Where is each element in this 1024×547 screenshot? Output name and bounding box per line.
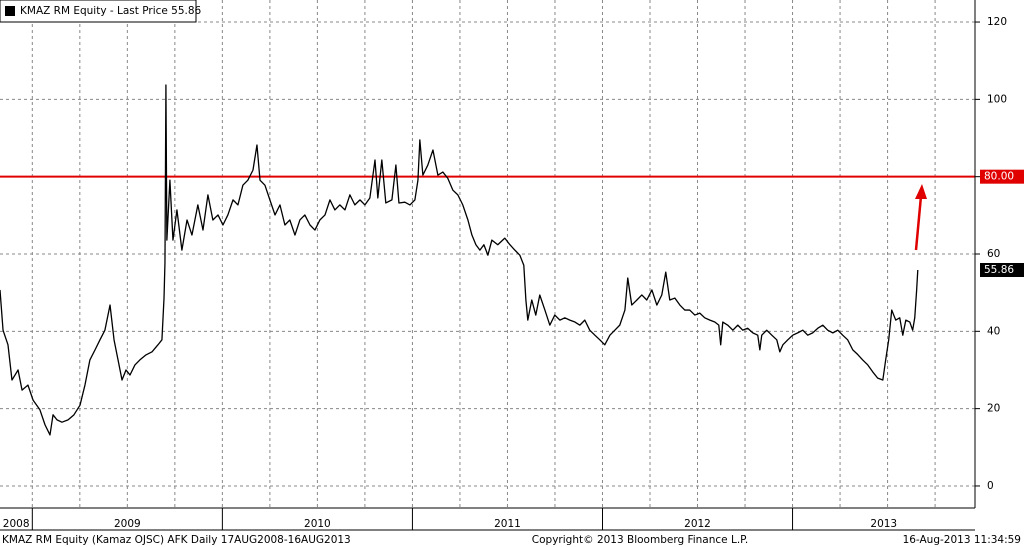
- last-price-label: 55.86: [984, 264, 1014, 276]
- timestamp: 16-Aug-2013 11:34:59: [903, 534, 1021, 546]
- copyright: Copyright© 2013 Bloomberg Finance L.P.: [532, 534, 748, 546]
- legend: KMAZ RM Equity - Last Price 55.86: [0, 0, 202, 23]
- arrow-shaft: [914, 195, 923, 251]
- annotation-arrow: [914, 184, 927, 251]
- last-price-box: [980, 263, 1024, 278]
- plot: [0, 84, 975, 436]
- y-tick-label: 40: [987, 325, 1000, 337]
- x-tick-label: 2011: [494, 518, 521, 530]
- price-line: [0, 84, 919, 436]
- source: KMAZ RM Equity (Kamaz OJSC) AFK Daily 17…: [2, 534, 351, 546]
- reference-label: 80.00: [984, 171, 1014, 183]
- arrow-head: [915, 184, 927, 199]
- x-tick-label: 2008: [3, 518, 30, 530]
- legend-box: [0, 0, 197, 23]
- y-tick-label: 100: [987, 93, 1007, 105]
- y-tick-label: 120: [987, 16, 1007, 28]
- x-tick-label: 2013: [870, 518, 897, 530]
- y-tick-label: 0: [987, 480, 994, 492]
- grid: [0, 0, 975, 508]
- x-tick-label: 2012: [684, 518, 711, 530]
- x-tick-label: 2009: [114, 518, 141, 530]
- y-tick-label: 20: [987, 403, 1000, 415]
- legend-label: KMAZ RM Equity - Last Price 55.86: [20, 5, 202, 17]
- reference-label-box: [980, 169, 1024, 184]
- x-tick-label: 2010: [304, 518, 331, 530]
- y-tick-label: 60: [987, 248, 1000, 260]
- legend-swatch: [5, 6, 15, 16]
